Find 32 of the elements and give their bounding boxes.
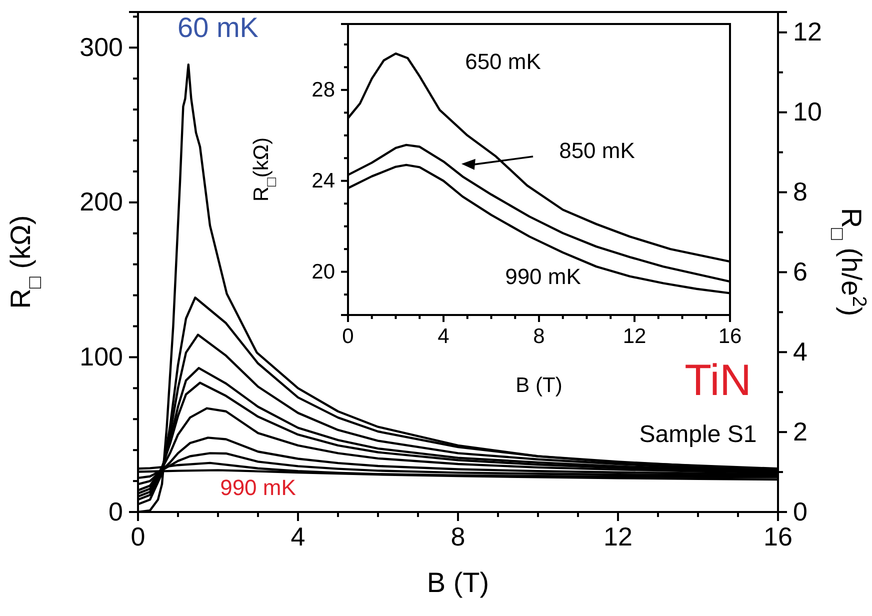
y-tick-label: 100 [80,342,123,372]
x-tick-label: 16 [718,324,742,348]
annotation: 990 mK [505,264,582,289]
y-tick-label: 0 [108,496,123,526]
x-tick-label: 12 [622,324,646,348]
x-tick-label: 0 [342,324,354,348]
annotation: 650 mK [465,48,542,74]
annotation: Sample S1 [639,421,757,448]
x-tick-label: 0 [130,521,146,552]
y-tick-label: 24 [312,170,336,193]
y-tick-label: 20 [312,260,335,284]
y2-tick-label: 6 [793,256,808,287]
y2-tick-label: 0 [793,496,808,526]
y-tick-label: 28 [312,78,335,102]
annotation: 60 mK [178,12,259,44]
annotation: TiN [684,356,752,405]
x-tick-label: 4 [290,521,306,552]
x-tick-label: 8 [533,324,545,348]
annotation: 850 mK [559,138,636,163]
y-tick-label: 200 [80,186,123,217]
y2-tick-label: 8 [793,176,808,207]
y2-tick-label: 10 [793,96,822,127]
x-axis-title: B (T) [516,374,562,397]
annotation: 990 mK [220,474,296,500]
x-tick-label: 12 [604,521,632,552]
y2-tick-label: 12 [793,16,822,47]
x-tick-label: 4 [438,324,450,348]
y2-tick-label: 2 [793,416,808,446]
x-tick-label: 16 [764,521,792,552]
x-axis-title: B (T) [426,567,490,598]
y-tick-label: 300 [80,32,123,62]
x-tick-label: 8 [450,521,466,552]
